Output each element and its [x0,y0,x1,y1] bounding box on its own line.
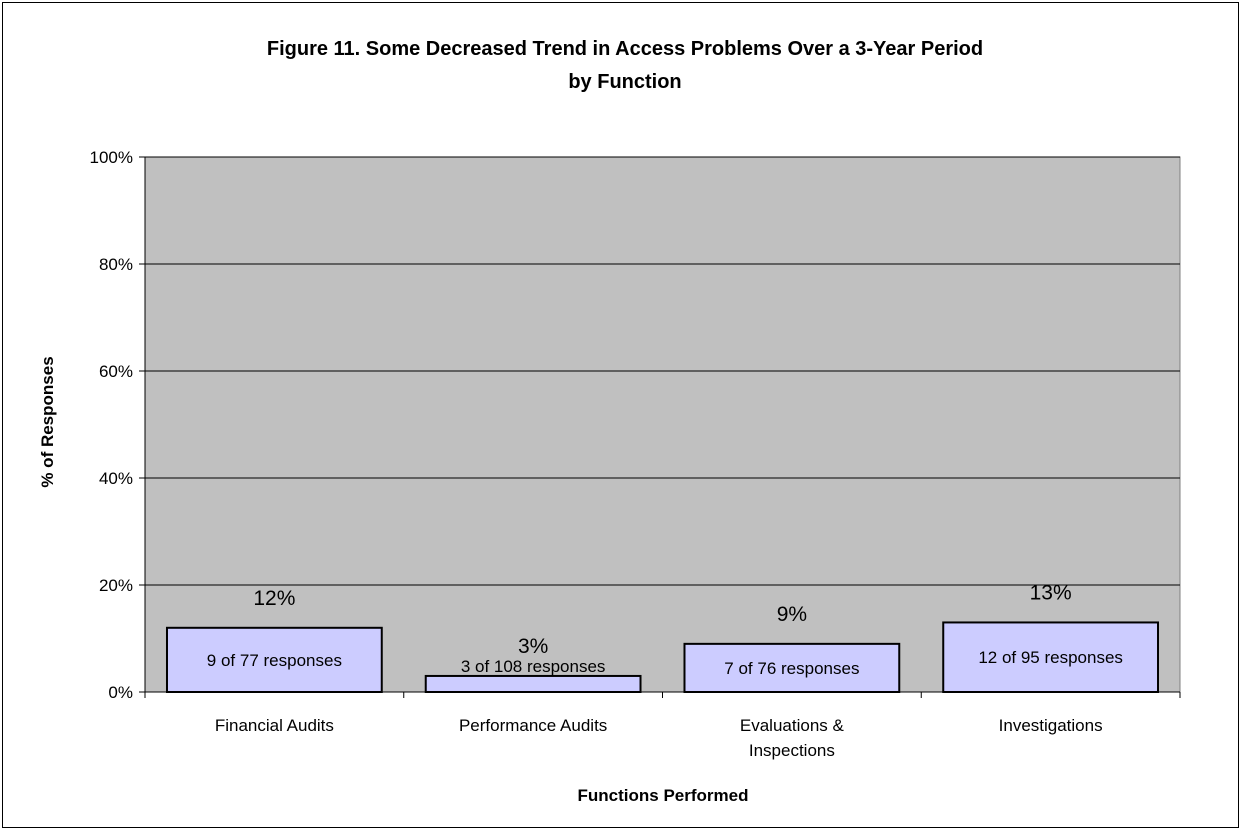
chart-title-line: by Function [568,71,681,93]
bar-response-label: 3 of 108 responses [461,657,606,676]
bar [942,621,1160,694]
x-axis-title: Functions Performed [578,786,749,805]
x-tick-label: Investigations [999,716,1103,735]
bar-response-label: 9 of 77 responses [207,651,342,670]
bar [683,642,901,693]
y-tick-label: 40% [99,469,133,488]
x-axis-ticks: Financial Audits Performance Audits Evalua… [144,692,1181,760]
bar-value-label: 12% [253,587,295,610]
plot-area [144,156,1181,693]
y-tick-label: 100% [90,148,133,167]
bar-value-label: 3% [518,635,548,658]
chart-title: Figure 11. Some Decreased Trend in Acces… [267,38,983,93]
bar-value-label: 9% [777,603,807,626]
bar [424,674,642,694]
bar-response-label: 7 of 76 responses [724,659,859,678]
plot-background [144,156,1181,693]
bar [165,626,383,693]
bars: 12% 9 of 77 responses 3%3 of 108 responses… [165,581,1160,694]
x-tick-label: Evaluations & [740,716,845,735]
y-tick-label: 0% [108,683,133,702]
x-tick-label: Financial Audits [215,716,334,735]
y-tick-label: 20% [99,576,133,595]
bar-value-label: 13% [1030,581,1072,604]
y-axis-title: % of Responses [38,356,57,487]
x-tick-label: Inspections [749,741,835,760]
x-tick-label: Performance Audits [459,716,607,735]
bar-response-label: 12 of 95 responses [978,648,1123,667]
y-tick-label: 60% [99,362,133,381]
y-tick-label: 80% [99,255,133,274]
chart-title-line: Figure 11. Some Decreased Trend in Acces… [267,38,983,60]
